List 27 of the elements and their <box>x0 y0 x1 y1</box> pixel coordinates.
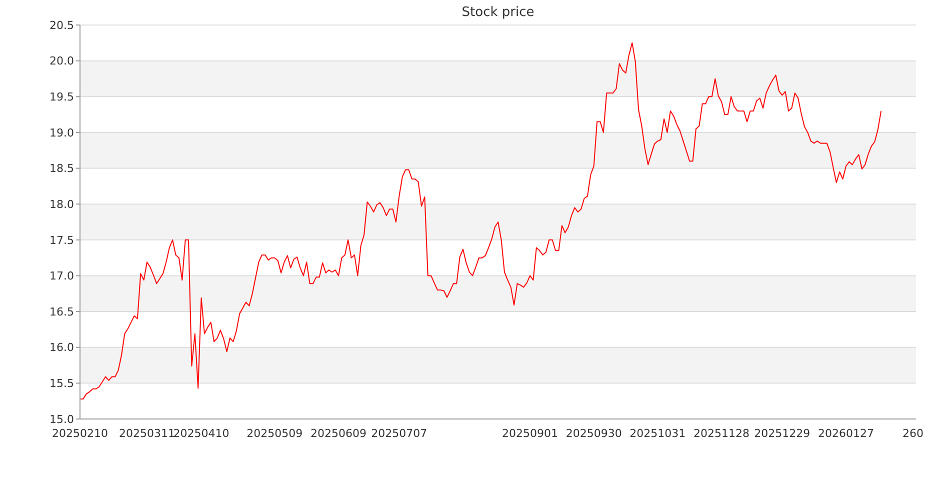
line-series <box>80 42 882 400</box>
x-tick-label: 20250901 <box>502 427 558 440</box>
y-tick-label: 18.0 <box>50 198 74 211</box>
x-tick-label: 20251229 <box>754 427 810 440</box>
y-tick-label: 20.0 <box>50 54 74 68</box>
x-tick-label: 20250410 <box>173 427 230 440</box>
y-tick-label: 19.0 <box>50 126 74 140</box>
y-tick-label: 19.5 <box>50 90 74 104</box>
y-tick-label: 17.0 <box>50 270 74 283</box>
y-tick-label: 20.5 <box>50 18 74 32</box>
x-tick-label: 20251128 <box>694 427 750 440</box>
x-tick-label: 20250707 <box>371 427 428 440</box>
y-tick-label: 16.0 <box>50 341 74 354</box>
y-tick-label: 17.5 <box>50 234 74 247</box>
y-tick-label: 18.5 <box>50 162 74 176</box>
x-tick-label: 20260127 <box>818 427 874 440</box>
x-tick-label: 260 <box>902 427 924 440</box>
x-tick-label: 20250609 <box>310 427 367 440</box>
y-tick-label: 15.5 <box>50 377 74 390</box>
x-tick-label: 20251031 <box>630 427 686 440</box>
x-tick-label: 20250930 <box>566 427 622 440</box>
x-tick-label: 20250509 <box>246 427 303 440</box>
y-tick-label: 15.0 <box>50 412 74 426</box>
chart-title: Stock price <box>462 5 534 20</box>
y-tick-label: 16.5 <box>50 305 74 318</box>
x-tick-label: 20250311 <box>119 427 176 440</box>
x-tick-label: 20250210 <box>52 427 108 440</box>
